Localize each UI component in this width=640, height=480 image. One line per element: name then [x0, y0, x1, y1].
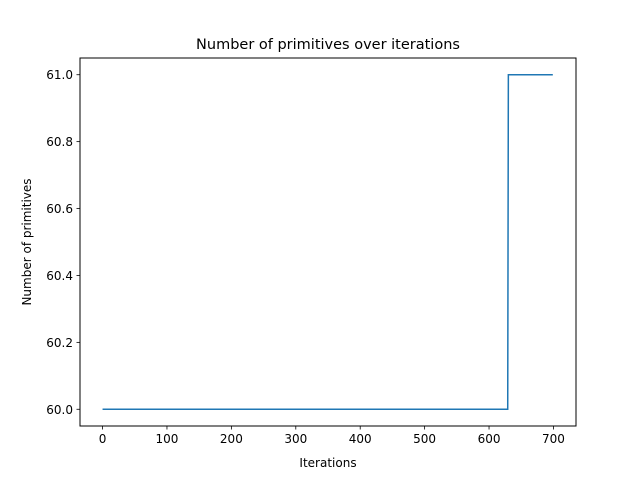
x-axis-label: Iterations: [299, 456, 356, 470]
chart-title: Number of primitives over iterations: [196, 37, 460, 53]
y-tick-label: 60.2: [46, 336, 73, 350]
plot-area: [102, 73, 553, 411]
y-tick-label: 60.4: [46, 269, 73, 283]
y-tick-label: 60.0: [46, 403, 73, 417]
x-tick-label: 600: [478, 432, 501, 446]
y-axis-label: Number of primitives: [20, 178, 34, 305]
x-tick-label: 100: [156, 432, 179, 446]
x-tick-label: 0: [99, 432, 107, 446]
y-tick-label: 61.0: [46, 68, 73, 82]
plot-frame: [79, 57, 577, 427]
x-tick-label: 500: [413, 432, 436, 446]
x-tick-label: 300: [284, 432, 307, 446]
x-tick-label: 700: [542, 432, 565, 446]
x-tick-label: 400: [349, 432, 372, 446]
y-tick-label: 60.6: [46, 202, 73, 216]
series-line: [102, 73, 553, 411]
y-axis: 60.0 60.2 60.4 60.6 60.8 61.0: [46, 68, 80, 417]
y-tick-label: 60.8: [46, 135, 73, 149]
x-tick-label: 200: [220, 432, 243, 446]
x-axis: 0 100 200 300 400 500 600 700: [99, 426, 565, 446]
